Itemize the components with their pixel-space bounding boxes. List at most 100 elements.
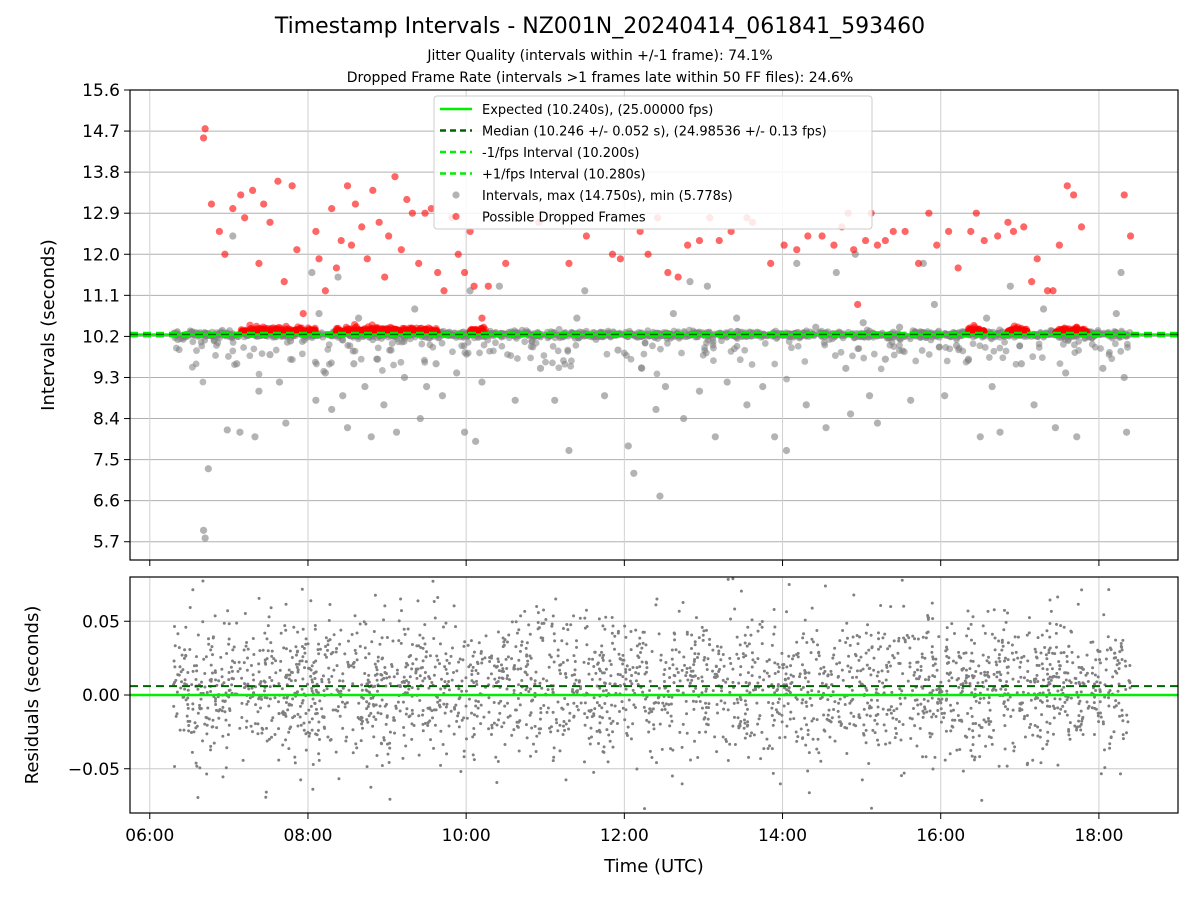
legend-label: Median (10.246 +/- 0.052 s), (24.98536 +…: [482, 125, 827, 140]
interval-point: [334, 273, 342, 281]
residual-point: [911, 634, 915, 638]
residual-point: [810, 689, 814, 693]
residual-point: [517, 628, 521, 632]
residual-point: [1059, 707, 1063, 711]
residual-point: [310, 728, 314, 732]
interval-point: [199, 378, 207, 386]
legend-marker: [452, 212, 460, 221]
interval-point: [664, 339, 671, 347]
residual-point: [1120, 713, 1124, 717]
residual-point: [913, 698, 917, 702]
interval-point: [657, 345, 664, 353]
interval-point: [229, 232, 237, 240]
interval-point: [614, 346, 622, 354]
residual-point: [1109, 736, 1113, 740]
residual-point: [916, 712, 920, 716]
dropped-frame-point: [274, 177, 282, 185]
residual-point: [1054, 645, 1058, 649]
residual-point: [592, 664, 596, 668]
residual-point: [1044, 653, 1048, 657]
residual-point: [404, 679, 408, 683]
residual-point: [885, 663, 889, 667]
residual-point: [1050, 667, 1054, 671]
residual-point: [604, 688, 608, 692]
interval-point: [1073, 433, 1081, 441]
residual-point: [427, 686, 431, 690]
residual-point: [317, 758, 321, 762]
residual-point: [295, 665, 299, 669]
residual-point: [799, 727, 803, 731]
residual-point: [277, 758, 281, 762]
residual-point: [1041, 691, 1045, 695]
residual-point: [745, 644, 749, 648]
residual-point: [440, 677, 444, 681]
residual-point: [806, 728, 810, 732]
residual-point: [757, 717, 761, 721]
residual-point: [994, 688, 998, 692]
residual-point: [180, 680, 184, 684]
residual-point: [960, 719, 964, 723]
residual-point: [568, 711, 572, 715]
residual-point: [1125, 713, 1129, 717]
residual-point: [624, 670, 628, 674]
residual-point: [1017, 680, 1021, 684]
residual-point: [506, 655, 510, 659]
residual-point: [1011, 741, 1015, 745]
residual-point: [1053, 697, 1057, 701]
residual-point: [225, 746, 229, 750]
residual-point: [977, 723, 981, 727]
residual-point: [616, 672, 620, 676]
interval-point: [1117, 268, 1125, 277]
interval-point: [759, 383, 767, 391]
interval-point: [680, 414, 688, 423]
residual-point: [795, 640, 799, 644]
residual-point: [655, 597, 659, 601]
residual-point: [450, 646, 454, 650]
residual-point: [762, 747, 766, 751]
residual-point: [366, 678, 370, 682]
residual-point: [382, 676, 386, 680]
residual-point: [992, 608, 996, 612]
residual-point: [257, 662, 261, 666]
residual-point: [630, 674, 634, 678]
residual-point: [1049, 609, 1053, 613]
residual-point: [694, 700, 698, 704]
residual-point: [879, 604, 883, 608]
residual-point: [438, 698, 442, 702]
residual-point: [969, 638, 973, 642]
residual-point: [278, 668, 282, 672]
residual-point: [900, 578, 904, 582]
residual-point: [198, 703, 202, 707]
residual-point: [410, 722, 414, 726]
interval-point: [603, 350, 611, 358]
interval-point: [390, 361, 397, 369]
residual-point: [702, 717, 706, 721]
residual-point: [933, 662, 937, 666]
residual-point: [300, 587, 304, 591]
residual-point: [865, 663, 869, 667]
residual-point: [790, 657, 794, 661]
residual-point: [576, 708, 580, 712]
residual-point: [728, 690, 732, 694]
dropped-frame-point: [967, 227, 975, 236]
interval-point: [223, 426, 231, 434]
interval-point: [460, 428, 469, 436]
residual-point: [848, 670, 852, 674]
dropped-frame-point: [440, 287, 448, 295]
residual-point: [700, 675, 704, 679]
residual-point: [701, 638, 705, 642]
residual-point: [826, 686, 830, 690]
residual-point: [596, 662, 600, 666]
residual-point: [1056, 689, 1060, 693]
residual-point: [336, 705, 340, 709]
residual-point: [1096, 714, 1100, 718]
residual-point: [586, 661, 590, 665]
residual-point: [245, 702, 249, 706]
residual-point: [573, 673, 577, 677]
residual-point: [1055, 622, 1059, 626]
residual-point: [460, 679, 464, 683]
residual-point: [172, 704, 176, 708]
residual-point: [689, 758, 693, 762]
residual-point: [552, 746, 556, 750]
interval-point: [831, 352, 839, 359]
